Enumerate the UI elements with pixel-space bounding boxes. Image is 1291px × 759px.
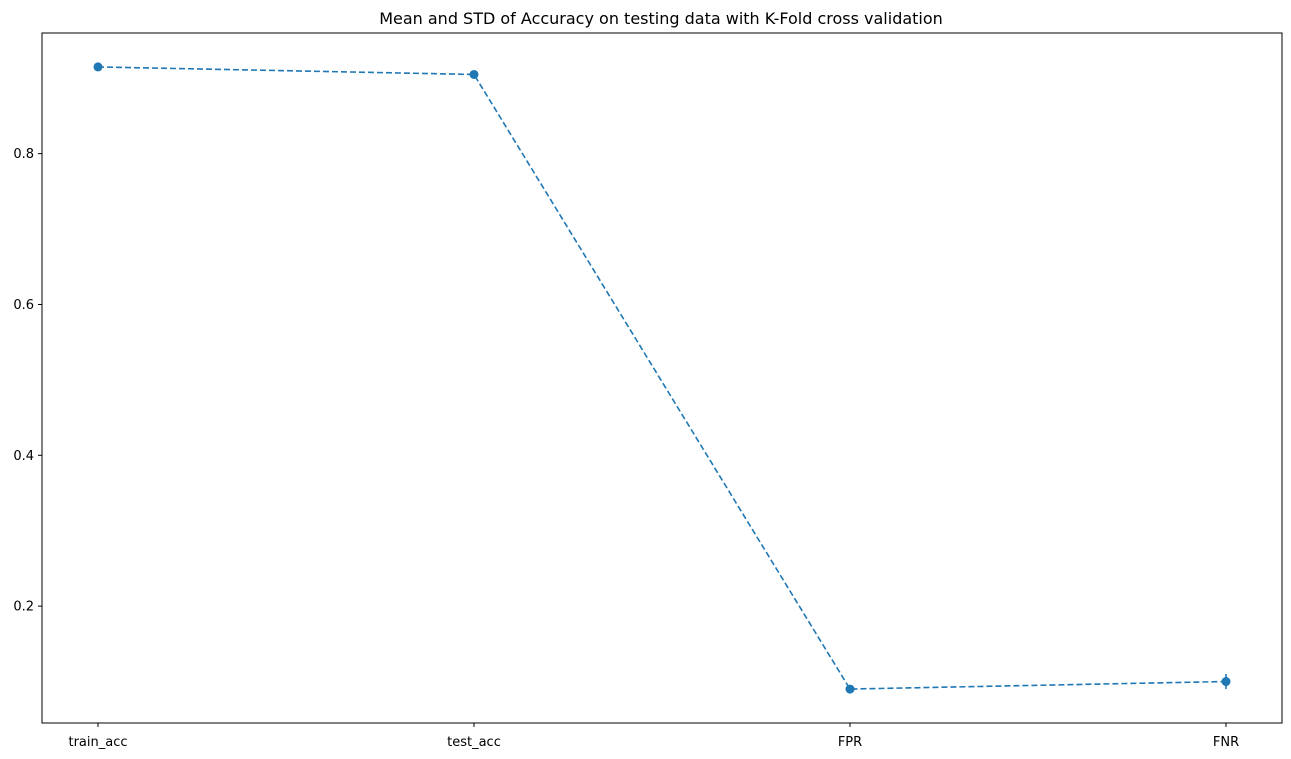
plot-area <box>93 62 1231 694</box>
x-tick-label: FPR <box>838 735 862 750</box>
y-tick-label: 0.2 <box>13 600 34 615</box>
x-axis: train_acc test_acc FPR FNR <box>68 723 1239 750</box>
data-point <box>845 684 855 694</box>
y-tick-label: 0.6 <box>13 298 34 313</box>
y-tick-label: 0.8 <box>13 147 34 162</box>
data-point <box>469 69 479 79</box>
y-tick-label: 0.4 <box>13 449 34 464</box>
x-tick-label: train_acc <box>68 735 127 750</box>
series-line <box>97 66 1227 690</box>
chart-title: Mean and STD of Accuracy on testing data… <box>379 9 943 28</box>
data-point <box>93 62 103 72</box>
x-tick-label: FNR <box>1213 735 1239 750</box>
x-tick-label: test_acc <box>447 735 501 750</box>
y-axis: 0.2 0.4 0.6 0.8 <box>13 147 42 615</box>
axes-frame <box>41 32 1283 724</box>
data-point <box>1221 677 1231 687</box>
